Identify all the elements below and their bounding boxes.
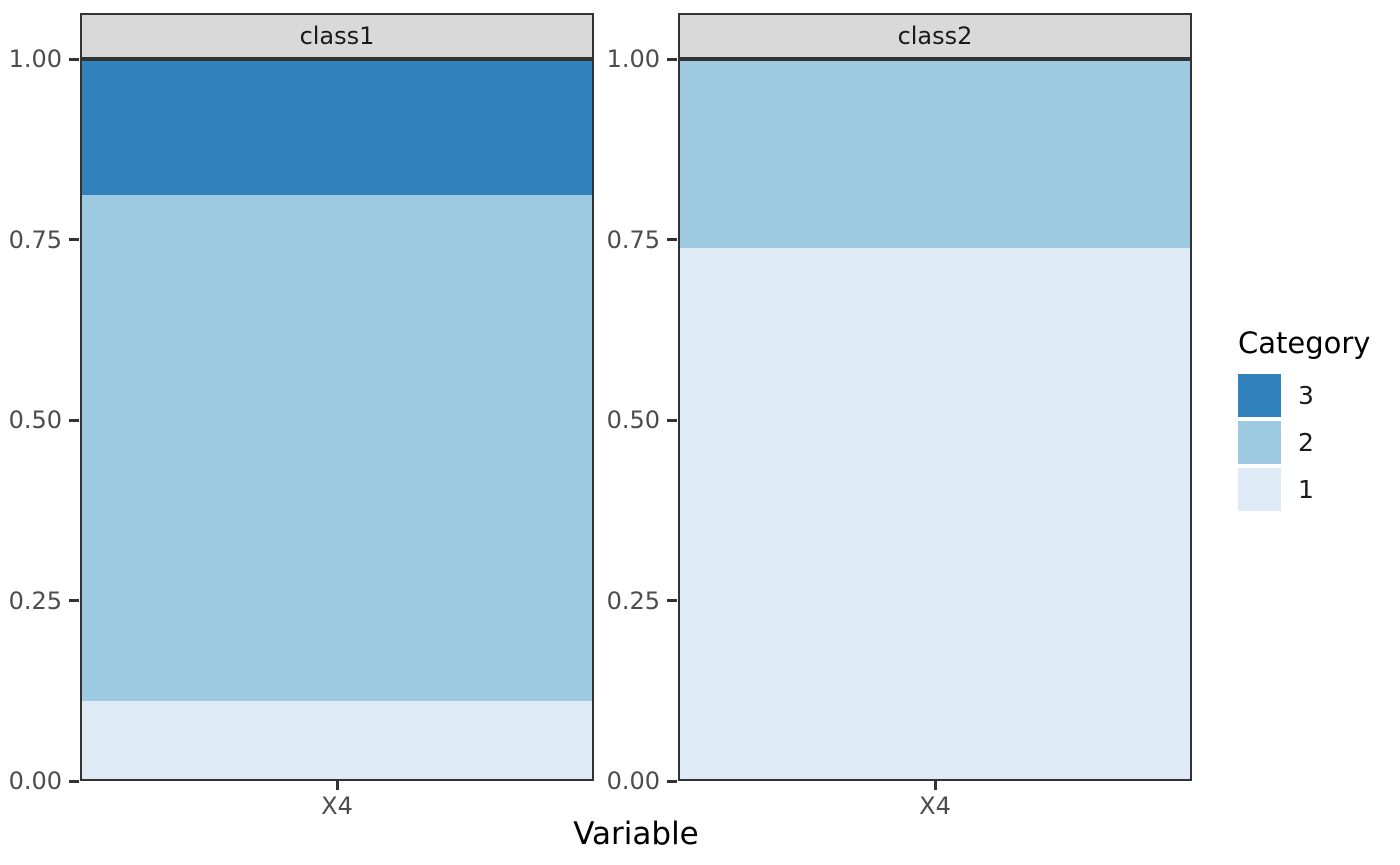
x-axis-title: Variable	[573, 816, 699, 852]
panel-class2	[678, 59, 1192, 781]
y-tick-label: 1.00	[606, 45, 660, 73]
y-tick-mark	[69, 418, 79, 422]
panel-class1	[80, 59, 594, 781]
legend-key-swatch-1	[1238, 468, 1281, 511]
x-tick-label: X4	[919, 792, 951, 820]
y-tick-label: 0.50	[606, 406, 660, 434]
y-tick-label: 0.00	[606, 767, 660, 795]
legend-entry-3: 3	[1238, 374, 1370, 417]
y-tick-mark	[667, 599, 677, 602]
legend-label: 2	[1298, 428, 1314, 457]
y-tick-mark	[667, 57, 677, 61]
facet-strip-class2: class2	[678, 13, 1192, 59]
bar-segment-category-1-class1	[82, 701, 592, 779]
y-tick-label: 1.00	[8, 45, 62, 73]
y-tick-mark	[667, 418, 677, 422]
legend: Category 3 2 1	[1238, 326, 1370, 515]
legend-key-swatch-2	[1238, 421, 1281, 464]
legend-title: Category	[1238, 326, 1371, 360]
y-tick-label: 0.75	[606, 225, 660, 254]
bar-segment-category-2-class2	[680, 61, 1190, 248]
legend-entry-1: 1	[1238, 468, 1370, 511]
y-tick-mark	[69, 238, 79, 241]
legend-entries: 3 2 1	[1238, 374, 1370, 511]
y-tick-mark	[667, 238, 677, 241]
y-tick-label: 0.75	[8, 225, 62, 254]
y-tick-label: 0.50	[8, 406, 62, 434]
y-tick-mark	[69, 779, 79, 783]
legend-label: 1	[1298, 475, 1314, 504]
y-tick-mark	[69, 599, 79, 602]
x-tick-mark	[335, 781, 339, 790]
facet-strip-class1: class1	[80, 13, 594, 59]
y-tick-mark	[69, 57, 79, 61]
legend-label: 3	[1298, 381, 1314, 410]
y-tick-label: 0.00	[8, 767, 62, 795]
y-tick-mark	[667, 779, 677, 783]
y-tick-label: 0.25	[606, 586, 660, 615]
legend-key-swatch-3	[1238, 374, 1281, 417]
x-tick-label: X4	[321, 792, 353, 820]
bar-segment-category-3-class1	[82, 61, 592, 196]
bar-segment-category-1-class2	[680, 247, 1190, 779]
legend-entry-2: 2	[1238, 421, 1370, 464]
y-tick-label: 0.25	[8, 586, 62, 615]
x-tick-mark	[933, 781, 937, 790]
bar-segment-category-2-class1	[82, 195, 592, 702]
